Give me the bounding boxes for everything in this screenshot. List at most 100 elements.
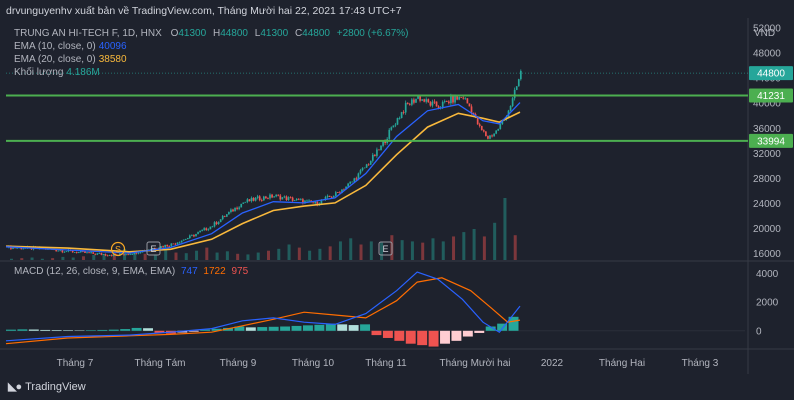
- publisher-line: drvunguyenhv xuất bản về TradingView.com…: [6, 5, 402, 17]
- ohlc-high-value: 44800: [220, 28, 248, 39]
- candle-body: [464, 98, 467, 100]
- macd-histogram-bar: [302, 325, 313, 331]
- candle-body: [361, 168, 364, 171]
- volume-bar: [112, 252, 116, 260]
- candle-body: [201, 229, 204, 231]
- candle-body: [413, 99, 415, 103]
- ohlc-close-value: 44800: [302, 28, 330, 39]
- macd-value: 747: [180, 266, 198, 277]
- candle-body: [114, 253, 117, 255]
- time-axis-label: Tháng Hai: [599, 358, 645, 369]
- macd-histogram-bar: [440, 330, 450, 344]
- earnings-marker-label: E: [150, 244, 156, 254]
- candle-body: [86, 252, 88, 254]
- candle-body: [240, 203, 243, 208]
- macd-histogram-bar: [63, 330, 74, 331]
- candle-body: [378, 149, 380, 151]
- macd-histogram-bar: [85, 330, 96, 331]
- candle-body: [225, 214, 228, 217]
- ema20-value: 38580: [98, 54, 127, 65]
- candle-body: [100, 253, 103, 255]
- candle-body: [287, 197, 290, 200]
- macd-histogram-bar: [497, 323, 508, 331]
- split-marker-label: S: [115, 245, 121, 255]
- candle-body: [392, 125, 395, 128]
- candle-body: [314, 201, 317, 204]
- earnings-marker-icon: [146, 241, 161, 256]
- macd-histogram-bar: [394, 330, 405, 341]
- price-axis-tick: 16000: [753, 249, 781, 260]
- candle-body: [431, 101, 434, 106]
- candle-body: [312, 202, 315, 204]
- macd-histogram-bar: [188, 330, 199, 332]
- candle-body: [495, 130, 498, 134]
- candle-body: [468, 103, 471, 107]
- candle-body: [489, 135, 491, 139]
- candle-body: [170, 243, 173, 247]
- volume-bar: [482, 236, 486, 260]
- candle-body: [176, 242, 179, 245]
- macd-histogram-bar: [474, 330, 485, 333]
- volume-bar: [421, 242, 425, 260]
- candle-body: [77, 252, 80, 253]
- ema20-legend: EMA (20, close, 0) 38580: [14, 54, 127, 65]
- volume-bar: [493, 222, 497, 260]
- candle-body: [295, 198, 298, 201]
- candle-body: [219, 219, 222, 223]
- candle-body: [92, 252, 95, 254]
- candle-body: [297, 198, 300, 200]
- candle-body: [110, 255, 113, 256]
- time-axis-label: Tháng 11: [365, 358, 407, 369]
- tradingview-logo[interactable]: ◣● TradingView: [8, 380, 86, 393]
- candle-body: [260, 200, 263, 201]
- candle-body: [22, 248, 25, 250]
- macd-histogram-bar: [314, 324, 325, 331]
- volume-bar: [153, 254, 157, 260]
- candle-body: [341, 189, 343, 194]
- candle-body: [353, 178, 356, 182]
- candle-body: [511, 98, 514, 106]
- level-upper-tag: 41231: [757, 91, 785, 102]
- ema20-line: [5, 111, 521, 253]
- histogram-value: 975: [231, 266, 249, 277]
- candle-body: [80, 251, 82, 253]
- macd-histogram-bar: [360, 324, 371, 331]
- candle-body: [304, 200, 306, 204]
- volume-bar: [462, 232, 466, 260]
- candle-body: [178, 242, 181, 244]
- candle-body: [119, 253, 121, 256]
- candle-body: [380, 145, 382, 150]
- volume-bar: [236, 253, 240, 260]
- volume-bar: [123, 248, 127, 260]
- volume-bar: [277, 248, 281, 260]
- candle-body: [339, 192, 341, 194]
- candle-body: [337, 192, 339, 194]
- candle-body: [456, 96, 458, 100]
- candle-body: [213, 222, 216, 227]
- ohlc-low-value: 41300: [260, 28, 289, 39]
- candle-body: [376, 149, 378, 156]
- candle-body: [55, 250, 58, 252]
- candle-body: [275, 194, 278, 197]
- earnings-marker-icon: [378, 241, 393, 256]
- volume-bar: [297, 247, 301, 260]
- macd-axis-tick: 0: [756, 326, 762, 337]
- candle-body: [394, 124, 397, 126]
- volume-bar: [61, 256, 65, 260]
- macd-histogram-bar: [154, 330, 165, 333]
- candle-body: [472, 112, 475, 115]
- volume-bar: [92, 255, 96, 260]
- signal-value: 1722: [203, 266, 226, 277]
- symbol-legend: TRUNG AN HI-TECH F, 1D, HNX O41300 H4480…: [14, 28, 408, 39]
- candle-body: [20, 247, 23, 250]
- volume-bar: [431, 238, 435, 260]
- candle-body: [98, 253, 101, 254]
- candle-body: [193, 235, 195, 237]
- candle-body: [497, 129, 500, 131]
- candle-body: [411, 99, 413, 105]
- volume-legend: Khối lượng 4.186M: [14, 67, 100, 78]
- candle-body: [137, 252, 140, 254]
- macd-histogram-bar: [325, 323, 336, 331]
- candle-body: [300, 199, 302, 201]
